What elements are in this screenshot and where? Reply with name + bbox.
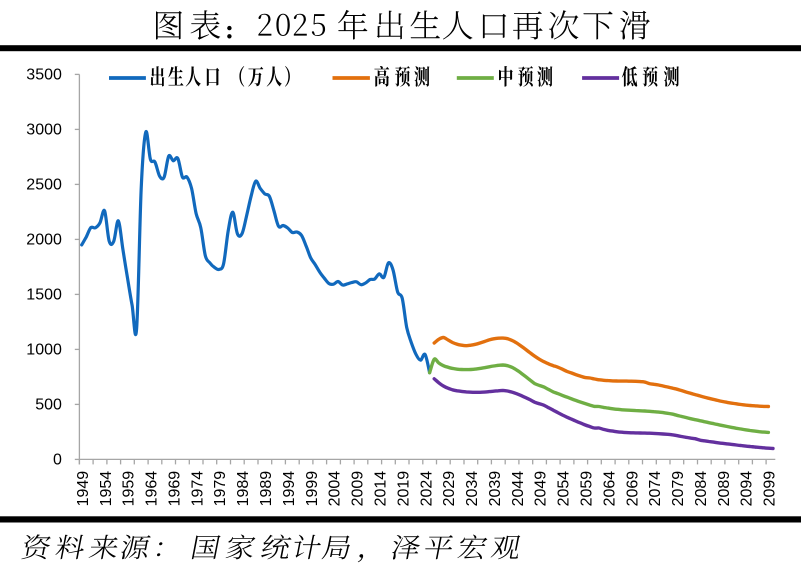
svg-text:1994: 1994 <box>281 471 298 507</box>
svg-text:2029: 2029 <box>441 471 458 507</box>
svg-text:2039: 2039 <box>487 471 504 507</box>
svg-text:0: 0 <box>53 452 62 469</box>
svg-text:1974: 1974 <box>189 471 206 507</box>
svg-text:3500: 3500 <box>26 67 62 84</box>
svg-text:1949: 1949 <box>75 471 92 507</box>
svg-text:1500: 1500 <box>26 287 62 304</box>
svg-text:2059: 2059 <box>579 471 596 507</box>
svg-text:2000: 2000 <box>26 232 62 249</box>
svg-text:2019: 2019 <box>395 471 412 507</box>
svg-text:2079: 2079 <box>670 471 687 507</box>
svg-text:2084: 2084 <box>693 471 710 507</box>
svg-text:500: 500 <box>35 397 62 414</box>
svg-text:2009: 2009 <box>350 471 367 507</box>
svg-text:2074: 2074 <box>647 471 664 507</box>
svg-text:1999: 1999 <box>304 471 321 507</box>
svg-text:2094: 2094 <box>739 471 756 507</box>
svg-text:2064: 2064 <box>601 471 618 507</box>
svg-text:2034: 2034 <box>464 471 481 507</box>
svg-text:2014: 2014 <box>373 471 390 507</box>
svg-text:2044: 2044 <box>510 471 527 507</box>
svg-text:2089: 2089 <box>716 471 733 507</box>
svg-text:2004: 2004 <box>327 471 344 507</box>
svg-text:2099: 2099 <box>762 471 779 507</box>
svg-text:1969: 1969 <box>167 471 184 507</box>
svg-text:2500: 2500 <box>26 177 62 194</box>
svg-text:1989: 1989 <box>258 471 275 507</box>
svg-text:2054: 2054 <box>556 471 573 507</box>
svg-text:1979: 1979 <box>212 471 229 507</box>
svg-text:1964: 1964 <box>144 471 161 507</box>
svg-text:2049: 2049 <box>533 471 550 507</box>
svg-text:1954: 1954 <box>98 471 115 507</box>
svg-text:1959: 1959 <box>121 471 138 507</box>
svg-text:2069: 2069 <box>624 471 641 507</box>
svg-text:1984: 1984 <box>235 471 252 507</box>
svg-text:1000: 1000 <box>26 342 62 359</box>
svg-text:2024: 2024 <box>418 471 435 507</box>
svg-text:3000: 3000 <box>26 122 62 139</box>
